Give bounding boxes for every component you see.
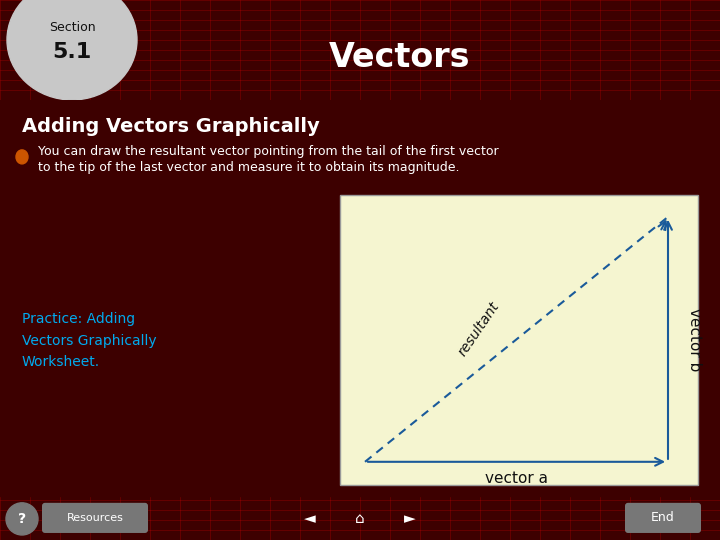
- Text: ◄: ◄: [304, 511, 316, 526]
- Text: End: End: [651, 511, 675, 524]
- Circle shape: [6, 503, 38, 535]
- Text: 5.1: 5.1: [53, 42, 91, 62]
- Text: vector b: vector b: [688, 308, 703, 371]
- Text: ⌂: ⌂: [355, 511, 365, 526]
- Text: Vectors: Vectors: [329, 42, 471, 75]
- Text: Adding Vectors Graphically: Adding Vectors Graphically: [22, 117, 320, 136]
- Text: Resources: Resources: [66, 513, 123, 523]
- Ellipse shape: [7, 0, 137, 100]
- Text: vector a: vector a: [485, 471, 548, 487]
- Text: ►: ►: [404, 511, 416, 526]
- FancyBboxPatch shape: [42, 503, 148, 533]
- Text: Practice: Adding
Vectors Graphically
Worksheet.: Practice: Adding Vectors Graphically Wor…: [22, 312, 157, 369]
- Text: Section: Section: [49, 22, 95, 35]
- Text: to the tip of the last vector and measure it to obtain its magnitude.: to the tip of the last vector and measur…: [38, 161, 459, 174]
- Text: resultant: resultant: [455, 300, 502, 359]
- Bar: [340, 195, 698, 485]
- Ellipse shape: [16, 150, 28, 164]
- FancyBboxPatch shape: [625, 503, 701, 533]
- Text: You can draw the resultant vector pointing from the tail of the first vector: You can draw the resultant vector pointi…: [38, 145, 499, 158]
- Text: ?: ?: [18, 512, 26, 526]
